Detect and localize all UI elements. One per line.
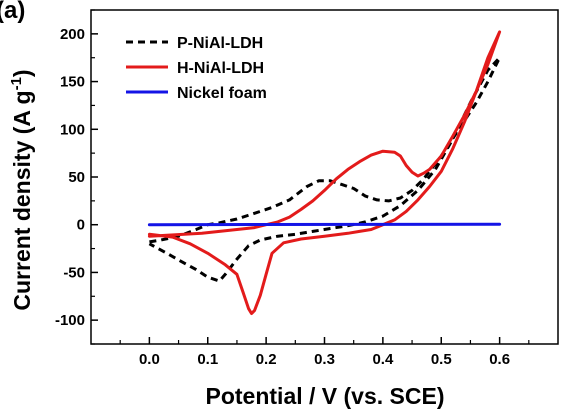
chart-curves <box>147 30 502 315</box>
y-tick-label: 50 <box>68 169 85 186</box>
y-tick-label: -50 <box>63 264 85 281</box>
x-tick-label: 0.1 <box>197 351 218 368</box>
y-axis-title-end: ) <box>9 69 35 77</box>
x-tick-label: 0.4 <box>372 351 394 368</box>
legend-label: H-NiAl-LDH <box>177 60 264 77</box>
series-nickel-foam-line <box>147 222 502 227</box>
panel-label: (a) <box>0 0 25 24</box>
y-tick-label: 100 <box>60 121 85 138</box>
y-axis-title-superscript: -1 <box>8 77 25 90</box>
legend-label: Nickel foam <box>177 85 267 102</box>
y-tick-label: 150 <box>60 74 85 91</box>
x-axis-ticks: 0.0 0.1 0.2 0.3 0.4 0.5 0.6 <box>119 337 530 368</box>
x-tick-label: 0.3 <box>314 351 335 368</box>
legend: P-NiAl-LDH H-NiAl-LDH Nickel foam <box>126 35 267 102</box>
y-tick-label: 200 <box>60 26 85 43</box>
y-tick-label: 0 <box>77 217 85 234</box>
y-tick-label: -100 <box>55 312 85 329</box>
series-p-nial-ldh-line <box>148 56 502 283</box>
x-tick-label: 0.2 <box>256 351 277 368</box>
x-tick-label: 0.0 <box>139 351 160 368</box>
x-tick-label: 0.5 <box>431 351 452 368</box>
x-tick-label: 0.6 <box>489 351 510 368</box>
y-axis-ticks: -100 -50 0 50 100 150 200 <box>55 9 98 345</box>
svg-text:Current density (A g-1): Current density (A g-1) <box>8 69 35 310</box>
y-axis-title: Current density (A g-1) <box>8 69 35 310</box>
x-axis-title: Potential / V (vs. SCE) <box>206 383 445 409</box>
y-axis-title-main: Current density (A g <box>9 90 35 310</box>
series-h-nial-ldh-line <box>147 30 502 315</box>
legend-label: P-NiAl-LDH <box>177 35 263 52</box>
